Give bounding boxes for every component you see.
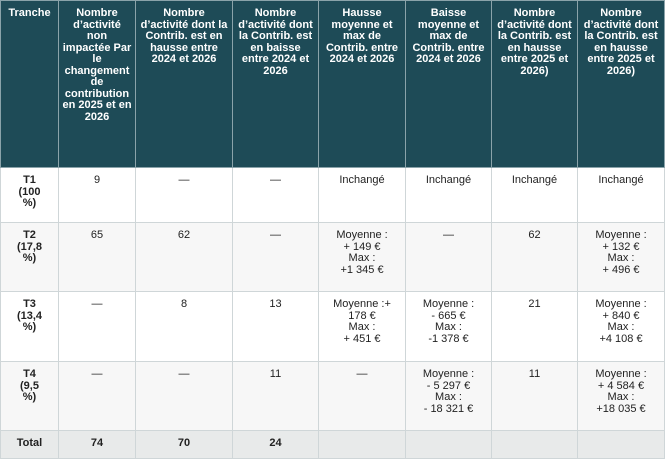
- empty-cell: [405, 430, 492, 459]
- table-cell: —: [232, 222, 319, 292]
- table-cell: Moyenne : + 840 € Max : +4 108 €: [577, 291, 665, 362]
- table-cell: Moyenne : + 149 € Max : +1 345 €: [318, 222, 406, 292]
- header-cell: Tranche: [0, 0, 59, 168]
- header-cell: Hausse moyenne et max de Contrib. entre …: [318, 0, 406, 168]
- table-cell: Moyenne : + 132 € Max : + 496 €: [577, 222, 665, 292]
- empty-cell: [577, 430, 665, 459]
- table-cell: T1 (100 %): [0, 167, 59, 223]
- header-cell: Nombre d’activité dont la Contrib. est e…: [135, 0, 233, 168]
- header-cell: Nombre d’activité dont la Contrib. est e…: [232, 0, 319, 168]
- table-row: T2 (17,8 %) 65 62— Moyenne : + 149 € Max : …: [0, 222, 665, 292]
- table-cell: Inchangé: [577, 167, 665, 223]
- header-row: Tranche Nombre d’activité non impactée Pa…: [0, 0, 665, 168]
- table-row: T3 (13,4 %) —8 13 Moyenne :+ 178 € Max : + …: [0, 291, 665, 362]
- table-cell: T4 (9,5 %): [0, 361, 59, 431]
- table-cell: Inchangé: [318, 167, 406, 223]
- table-row: Total 74 70 24: [0, 430, 665, 459]
- table-cell: 9: [58, 167, 136, 223]
- empty-cell: [318, 430, 406, 459]
- empty-cell: [491, 430, 578, 459]
- table-cell: T2 (17,8 %): [0, 222, 59, 292]
- table-header: Tranche Nombre d’activité non impactée Pa…: [0, 0, 665, 168]
- table-cell: 70: [135, 430, 233, 459]
- header-cell: Nombre d’activité non impactée Par le ch…: [58, 0, 136, 168]
- table-cell: —: [405, 222, 492, 292]
- table-cell: 8: [135, 291, 233, 362]
- table-cell: Moyenne : - 665 € Max : -1 378 €: [405, 291, 492, 362]
- table-cell: —: [318, 361, 406, 431]
- table-cell: Moyenne :+ 178 € Max : + 451 €: [318, 291, 406, 362]
- table-cell: 62: [135, 222, 233, 292]
- table-cell: Total: [0, 430, 59, 459]
- table-cell: T3 (13,4 %): [0, 291, 59, 362]
- table-cell: —: [135, 361, 233, 431]
- table-cell: Moyenne : - 5 297 € Max : - 18 321 €: [405, 361, 492, 431]
- table-cell: 65: [58, 222, 136, 292]
- table-cell: 13: [232, 291, 319, 362]
- header-cell: Nombre d’activité dont la Contrib. est e…: [577, 0, 665, 168]
- table-cell: 21: [491, 291, 578, 362]
- header-cell: Nombre d’activité dont la Contrib. est e…: [491, 0, 578, 168]
- table-cell: 11: [232, 361, 319, 431]
- table-cell: —: [135, 167, 233, 223]
- table-cell: 24: [232, 430, 319, 459]
- table-cell: —: [232, 167, 319, 223]
- table-cell: —: [58, 361, 136, 431]
- table-cell: Inchangé: [491, 167, 578, 223]
- table-body: T1 (100 %) 9— — Inchangé Inchangé Inchangé Inc…: [0, 167, 665, 459]
- table-cell: —: [58, 291, 136, 362]
- table-cell: 62: [491, 222, 578, 292]
- table-row: T4 (9,5 %) — —11— Moyenne : - 5 297 € Max :…: [0, 361, 665, 431]
- header-cell: Baisse moyenne et max de Contrib. entre …: [405, 0, 492, 168]
- table-cell: 74: [58, 430, 136, 459]
- table-cell: Inchangé: [405, 167, 492, 223]
- table-cell: 11: [491, 361, 578, 431]
- table-row: T1 (100 %) 9— — Inchangé Inchangé Inchangé Inc…: [0, 167, 665, 223]
- table-cell: Moyenne : + 4 584 € Max : +18 035 €: [577, 361, 665, 431]
